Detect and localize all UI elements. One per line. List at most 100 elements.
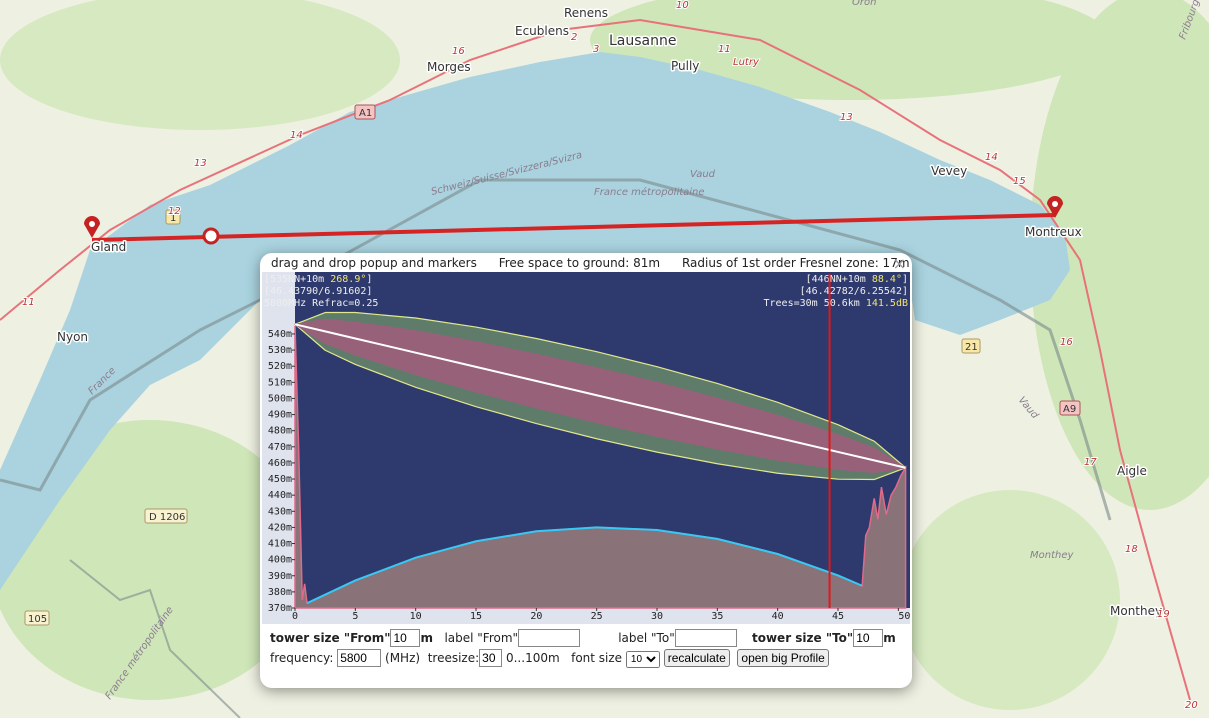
- y-tick-label: 390m: [268, 571, 292, 582]
- tower-to-input[interactable]: [853, 629, 884, 647]
- place-label: Montreux: [1025, 225, 1082, 239]
- region-label: Vaud: [690, 169, 716, 180]
- treesize-input[interactable]: [479, 649, 503, 667]
- place-label: Ecublens: [515, 24, 569, 38]
- y-tick-label: 530m: [268, 345, 292, 356]
- x-tick-label: 15: [470, 611, 482, 622]
- form-row: tower size "From" m label "From" label "T…: [270, 629, 896, 647]
- info-right: [446NN+10m 88.4°]: [806, 274, 908, 285]
- x-tick-label: 50km: [898, 611, 910, 622]
- x-tick-label: 10: [410, 611, 422, 622]
- info-text: [446NN+10m: [806, 274, 872, 285]
- region-label: Monthey: [1030, 550, 1074, 561]
- x-tick-label: 30: [651, 611, 663, 622]
- region-label: France métropolitaine: [594, 186, 705, 198]
- place-label: Vevey: [931, 164, 967, 178]
- y-tick-label: 430m: [268, 506, 292, 517]
- road-number: 16: [452, 46, 465, 57]
- profile-chart: [535NN+10m 268.9°] [46.43790/6.91602] 58…: [262, 272, 910, 624]
- shield-label: A1: [359, 108, 372, 119]
- road-number: 20: [1185, 700, 1198, 711]
- label-from-input[interactable]: [518, 629, 581, 647]
- label: m: [420, 631, 433, 645]
- y-tick-label: 410m: [268, 539, 292, 550]
- shields: A1 1 21 A9 D 1206 105: [24, 104, 1081, 626]
- info-loss: 141.5dB: [866, 298, 908, 309]
- label: (MHz): [385, 651, 421, 665]
- info-coords: [46.43790/6.91602]: [264, 286, 372, 297]
- marker-dot: [1052, 201, 1058, 207]
- y-tick-label: 450m: [268, 474, 292, 485]
- road-number: 3: [593, 44, 599, 55]
- label: m: [883, 631, 896, 645]
- profile-line: [294, 323, 906, 469]
- label-to-input[interactable]: [674, 629, 737, 647]
- label: tower size "To": [751, 631, 854, 645]
- label: 0...100m: [505, 651, 560, 665]
- y-tick-label: 370m: [268, 603, 292, 614]
- road-number: 11: [718, 44, 731, 55]
- place-label: Monthey: [1110, 604, 1162, 618]
- label: frequency:: [270, 651, 334, 665]
- place-label: Aigle: [1117, 464, 1147, 478]
- road-number: 19: [1157, 609, 1170, 620]
- place-label: Pully: [671, 59, 699, 73]
- y-tick-label: 480m: [268, 426, 292, 437]
- info-text: ]: [902, 274, 908, 285]
- open-big-button[interactable]: open big Profile: [737, 649, 829, 667]
- place-label: Gland: [91, 240, 126, 254]
- road-shield: [165, 209, 181, 225]
- midpoint-marker[interactable]: [202, 227, 220, 245]
- popup-header: drag and drop popup and markers Free spa…: [271, 256, 928, 270]
- y-tick-label: 540m: [268, 329, 292, 340]
- info-angle: 268.9°: [330, 274, 366, 285]
- lake: [0, 52, 1070, 590]
- label: label "From": [444, 631, 519, 645]
- frequency-input[interactable]: [337, 649, 382, 667]
- y-tick-label: 510m: [268, 377, 292, 388]
- close-button[interactable]: ×: [892, 254, 906, 273]
- fresnel-radius: Radius of 1st order Fresnel zone: 17m: [681, 256, 910, 270]
- shield-label: 105: [28, 614, 47, 625]
- y-tick-label: 470m: [268, 442, 292, 453]
- forest: [1030, 0, 1209, 510]
- forest: [900, 490, 1120, 710]
- place-label: Lausanne: [609, 33, 676, 49]
- road-number: 10: [676, 0, 689, 11]
- x-tick-label: 45: [832, 611, 844, 622]
- x-tick-label: 25: [591, 611, 603, 622]
- y-tick-label: 520m: [268, 361, 292, 372]
- road-shield: [144, 508, 188, 524]
- road-shield: [1059, 400, 1081, 416]
- info-radio: 5800MHz Refrac=0.25: [264, 298, 378, 309]
- label: tower size "From": [270, 631, 391, 645]
- y-tick-label: 380m: [268, 587, 292, 598]
- info-left: [535NN+10m 268.9°]: [264, 274, 372, 285]
- x-tick-label: 5: [352, 611, 358, 622]
- road-number: 15: [1013, 176, 1026, 187]
- shield-label: D 1206: [149, 512, 185, 523]
- label: label "To": [618, 631, 675, 645]
- tower-from-input[interactable]: [390, 629, 421, 647]
- place-label: Nyon: [57, 330, 88, 344]
- info-text: [535NN+10m: [264, 274, 330, 285]
- shield-label: 1: [170, 213, 176, 224]
- x-tick-label: 40: [772, 611, 784, 622]
- road-shield: [961, 338, 981, 354]
- profile-popup[interactable]: drag and drop popup and markers Free spa…: [260, 253, 912, 688]
- recalculate-button[interactable]: recalculate: [663, 649, 730, 667]
- y-tick-label: 420m: [268, 522, 292, 533]
- road-numbers: 16 14 13 13 15 14 12 11 10 2 3 17 18 19 …: [21, 0, 1199, 712]
- route-line: [91, 213, 1056, 242]
- road-number: 2: [571, 32, 577, 43]
- profile-line: [306, 526, 863, 605]
- border: [0, 178, 1112, 521]
- font-size-select[interactable]: 10: [625, 651, 660, 668]
- label: treesize:: [427, 651, 480, 665]
- road-shield: [24, 610, 50, 626]
- x-tick-label: 35: [711, 611, 723, 622]
- y-tick-label: 440m: [268, 490, 292, 501]
- road-number: 11: [22, 297, 35, 308]
- road-number: 14: [985, 152, 998, 163]
